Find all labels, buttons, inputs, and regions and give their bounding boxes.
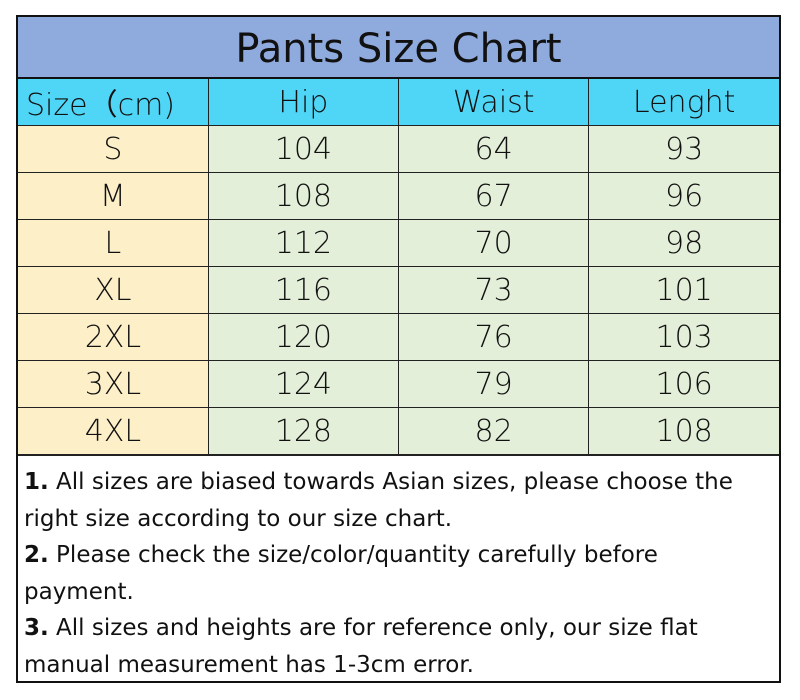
value-cell: 128 [207,407,400,455]
value-cell: 104 [207,125,400,173]
note-item: 1. All sizes are biased towards Asian si… [24,464,773,537]
table-row: 4XL 128 82 108 [18,407,779,455]
value-cell: 108 [588,407,779,455]
value-cell: 70 [397,219,590,267]
value-cell: 124 [207,360,400,408]
value-cell: 106 [588,360,779,408]
column-header: Waist [397,79,590,126]
size-cell: 4XL [18,407,209,455]
value-cell: 64 [397,125,590,173]
table-row: 2XL 120 76 103 [18,313,779,361]
table-row: M 108 67 96 [18,172,779,220]
value-cell: 103 [588,313,779,361]
value-cell: 79 [397,360,590,408]
note-text: All sizes and heights are for reference … [24,615,698,678]
value-cell: 112 [207,219,400,267]
value-cell: 76 [397,313,590,361]
note-text: All sizes are biased towards Asian sizes… [24,469,733,532]
value-cell: 73 [397,266,590,314]
note-number: 3. [24,615,49,641]
notes: 1. All sizes are biased towards Asian si… [18,455,779,683]
value-cell: 98 [588,219,779,267]
size-chart: Pants Size Chart Size（cm) Hip Waist Lenght S… [16,15,781,683]
size-cell: S [18,125,209,173]
column-header: Size（cm) [18,79,209,126]
table-row: 3XL 124 79 106 [18,360,779,408]
table-row: XL 116 73 101 [18,266,779,314]
value-cell: 108 [207,172,400,220]
column-header: Hip [207,79,400,126]
note-number: 2. [24,542,49,568]
size-cell: 3XL [18,360,209,408]
value-cell: 116 [207,266,400,314]
table-row: L 112 70 98 [18,219,779,267]
table-row: S 104 64 93 [18,125,779,173]
size-cell: XL [18,266,209,314]
value-cell: 67 [397,172,590,220]
size-cell: L [18,219,209,267]
size-cell: 2XL [18,313,209,361]
chart-title: Pants Size Chart [18,17,779,79]
note-text: Please check the size/color/quantity car… [24,542,658,605]
value-cell: 82 [397,407,590,455]
size-cell: M [18,172,209,220]
value-cell: 120 [207,313,400,361]
value-cell: 96 [588,172,779,220]
note-item: 3. All sizes and heights are for referen… [24,610,773,683]
value-cell: 101 [588,266,779,314]
value-cell: 93 [588,125,779,173]
note-number: 1. [24,469,49,495]
note-item: 2. Please check the size/color/quantity … [24,537,773,610]
size-table: Size（cm) Hip Waist Lenght S 104 64 93 M 108 67 96 L 1… [18,79,779,455]
column-header: Lenght [588,79,779,126]
header-row: Size（cm) Hip Waist Lenght [18,79,779,126]
